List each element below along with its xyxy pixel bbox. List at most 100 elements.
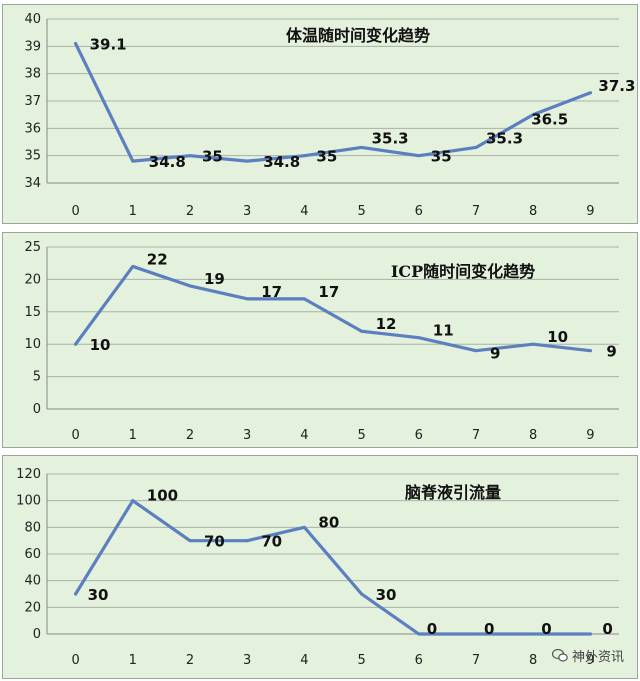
data-point	[417, 336, 421, 340]
data-point	[588, 91, 592, 95]
chart-title: 脑脊液引流量	[405, 483, 501, 502]
x-tick-label: 9	[586, 653, 594, 668]
data-point	[74, 42, 78, 46]
data-point	[245, 297, 249, 301]
x-tick-label: 0	[71, 653, 79, 668]
data-point	[131, 159, 135, 163]
y-tick-label: 100	[16, 494, 41, 509]
data-label: 35	[202, 148, 223, 166]
y-tick-label: 35	[24, 149, 41, 164]
y-tick-label: 37	[24, 94, 41, 109]
y-tick-label: 20	[24, 600, 41, 615]
data-label: 70	[204, 533, 225, 551]
chart-panel-temperature: 34 35 36 37 38 39 40 0 1 2 3 4 5 6 7 8 9 39.1 34.8 35 34.8 35…	[2, 4, 638, 224]
x-tick-label: 5	[357, 204, 365, 219]
data-point	[302, 525, 306, 529]
data-point	[531, 113, 535, 117]
data-point	[74, 342, 78, 346]
chart-title: 体温随时间变化趋势	[286, 26, 430, 45]
y-tick-label: 10	[24, 337, 41, 352]
y-tick-label: 36	[24, 121, 41, 136]
data-label: 36.5	[531, 111, 568, 129]
data-point	[245, 159, 249, 163]
data-point	[302, 154, 306, 158]
data-point	[131, 264, 135, 268]
data-label: 80	[318, 513, 339, 531]
data-label: 17	[318, 283, 339, 301]
data-point	[74, 592, 78, 596]
data-label: 39.1	[90, 36, 127, 54]
data-label: 0	[541, 620, 551, 638]
data-point	[531, 632, 535, 636]
y-tick-label: 5	[33, 370, 41, 385]
y-tick-label: 80	[24, 520, 41, 535]
chart-csf-drainage: 0 20 40 60 80 100 120 0 1 2 3 4 5 6 7 8 9 30 100 70 70 80 30 0 0…	[16, 467, 619, 668]
data-label: 100	[147, 487, 178, 505]
data-point	[474, 145, 478, 149]
data-label: 35.3	[372, 129, 409, 147]
data-point	[417, 154, 421, 158]
y-tick-label: 34	[24, 176, 41, 191]
data-label: 10	[90, 336, 111, 354]
x-tick-label: 8	[529, 653, 537, 668]
chart-title: ICP随时间变化趋势	[391, 262, 535, 281]
data-point	[360, 329, 364, 333]
x-tick-label: 0	[71, 428, 79, 443]
data-point	[531, 342, 535, 346]
x-tick-label: 1	[129, 204, 137, 219]
y-tick-label: 20	[24, 272, 41, 287]
series-line	[73, 41, 593, 163]
x-tick-label: 3	[243, 428, 251, 443]
y-tick-label: 0	[33, 402, 41, 417]
data-label: 17	[261, 283, 282, 301]
data-label: 70	[261, 533, 282, 551]
x-tick-label: 7	[472, 653, 480, 668]
x-tick-label: 6	[415, 653, 423, 668]
data-label: 10	[547, 328, 568, 346]
data-label: 0	[602, 620, 612, 638]
x-tick-label: 7	[472, 204, 480, 219]
x-tick-label: 5	[357, 653, 365, 668]
data-point	[360, 592, 364, 596]
x-tick-label: 4	[300, 204, 308, 219]
data-label: 35	[431, 148, 452, 166]
data-point	[588, 632, 592, 636]
data-label: 34.8	[149, 153, 186, 171]
data-point	[302, 297, 306, 301]
data-label: 35.3	[486, 129, 523, 147]
x-tick-label: 9	[586, 428, 594, 443]
data-label: 0	[427, 620, 437, 638]
x-tick-label: 2	[186, 428, 194, 443]
x-tick-label: 6	[415, 428, 423, 443]
x-tick-label: 1	[129, 653, 137, 668]
data-point	[474, 349, 478, 353]
data-point	[474, 632, 478, 636]
data-label: 12	[376, 315, 397, 333]
y-tick-label: 38	[24, 67, 41, 82]
x-tick-label: 4	[300, 653, 308, 668]
watermark: 神外资讯	[551, 646, 624, 665]
series-line	[73, 264, 593, 353]
x-tick-label: 2	[186, 653, 194, 668]
data-label: 9	[606, 343, 616, 361]
watermark-text: 神外资讯	[571, 650, 624, 665]
x-tick-label: 3	[243, 653, 251, 668]
x-tick-label: 4	[300, 428, 308, 443]
data-label: 11	[433, 322, 454, 340]
data-point	[588, 349, 592, 353]
y-tick-label: 15	[24, 305, 41, 320]
data-label: 37.3	[598, 77, 635, 95]
data-label: 30	[376, 586, 397, 604]
chart-panel-csf-drainage: 0 20 40 60 80 100 120 0 1 2 3 4 5 6 7 8 9 30 100 70 70 80 30 0 0…	[2, 455, 638, 679]
data-point	[417, 632, 421, 636]
wechat-icon	[551, 649, 568, 662]
data-point	[131, 499, 135, 503]
data-label: 19	[204, 270, 225, 288]
series-line	[73, 499, 593, 636]
y-tick-label: 120	[16, 467, 41, 482]
x-tick-label: 8	[529, 428, 537, 443]
data-point	[188, 539, 192, 543]
y-tick-label: 25	[24, 240, 41, 255]
